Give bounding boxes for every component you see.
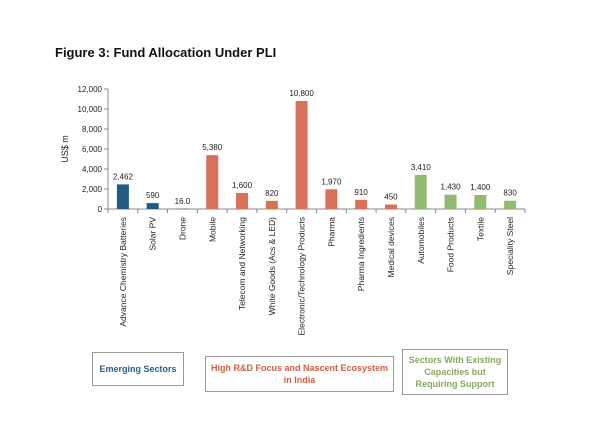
legend-rd-label: High R&D Focus and Nascent Ecosystem in … (210, 363, 389, 385)
category-label: Advance Chemistry Batteries (118, 217, 128, 327)
data-label: 2,462 (113, 172, 134, 181)
legend-existing-label: Sectors With Existing Capacities but Req… (408, 355, 502, 389)
data-label: 830 (503, 189, 517, 198)
y-tick-label: 2,000 (82, 185, 103, 194)
data-label: 3,410 (411, 163, 432, 172)
legend-existing-capacities: Sectors With Existing Capacities but Req… (402, 349, 508, 395)
bar (146, 203, 159, 209)
legend-emerging-sectors: Emerging Sectors (92, 352, 184, 386)
legend-emerging-label: Emerging Sectors (99, 364, 177, 374)
data-label: 1,600 (232, 181, 253, 190)
category-label: Electronic/Technology Products (297, 217, 307, 336)
bar (355, 199, 368, 209)
data-label: 1,970 (321, 177, 342, 186)
bar (444, 194, 457, 209)
data-label: 450 (384, 193, 398, 202)
bar (236, 193, 249, 209)
bar (116, 184, 129, 209)
y-tick-label: 0 (98, 205, 103, 214)
bar (295, 101, 308, 209)
y-axis-title: US$ m (60, 135, 70, 163)
y-tick-label: 4,000 (82, 165, 103, 174)
data-label: 590 (146, 191, 160, 200)
chart-title: Figure 3: Fund Allocation Under PLI (55, 45, 277, 60)
category-label: Medical devices (386, 217, 396, 277)
legend-rd-focus: High R&D Focus and Nascent Ecosystem in … (205, 356, 394, 392)
bar (504, 200, 517, 209)
y-tick-label: 8,000 (82, 125, 103, 134)
bar (325, 189, 338, 209)
y-tick-label: 6,000 (82, 145, 103, 154)
bar (414, 174, 427, 209)
category-label: White Goods (Acs & LED) (267, 217, 277, 315)
data-label: 10,800 (289, 89, 314, 98)
y-tick-label: 12,000 (78, 85, 103, 94)
data-label: 5,380 (202, 143, 223, 152)
category-label: Pharma Ingredients (356, 217, 366, 291)
y-tick-label: 10,000 (78, 105, 103, 114)
bar (474, 195, 487, 209)
data-label: 1,430 (441, 183, 462, 192)
data-label: 820 (265, 189, 279, 198)
category-label: Mobile (207, 217, 217, 242)
bar (384, 204, 397, 209)
category-label: Telecom and Networking (237, 217, 247, 310)
data-label: 1,400 (470, 183, 491, 192)
category-label: Speciality Steel (505, 217, 515, 275)
bar (265, 200, 278, 209)
category-label: Drone (177, 217, 187, 240)
category-label: Food Products (446, 217, 456, 272)
category-label: Automobiles (416, 217, 426, 264)
data-label: 16.0 (175, 197, 191, 206)
category-label: Pharma (326, 217, 336, 247)
category-label: Textile (475, 217, 485, 241)
data-label: 910 (354, 188, 368, 197)
category-label: Solar PV (148, 217, 158, 251)
bar (206, 155, 219, 209)
